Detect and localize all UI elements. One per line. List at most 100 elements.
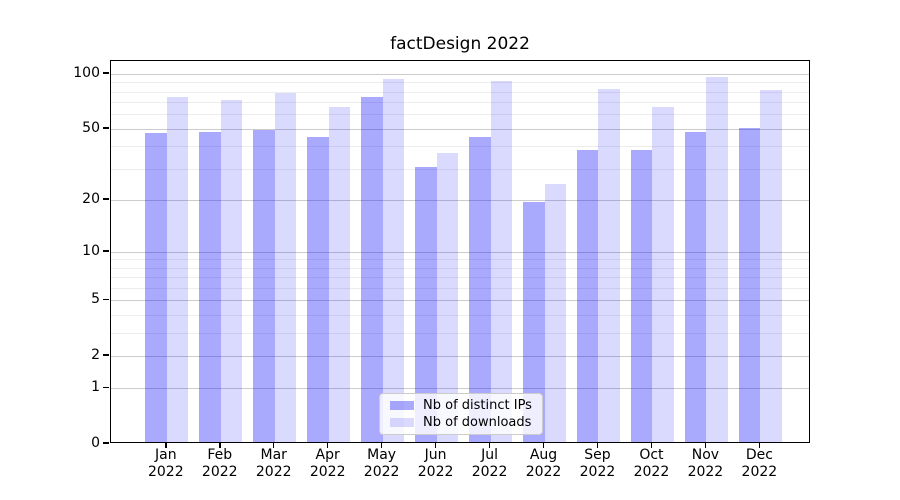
gridline-minor: [111, 259, 809, 261]
gridline-minor: [111, 314, 809, 316]
x-tick-mark: [542, 443, 545, 448]
gridline-major: [111, 388, 809, 390]
bar-downloads-feb: [220, 100, 243, 442]
x-tick-label: Jun 2022: [408, 447, 464, 481]
x-tick-label: Jul 2022: [462, 447, 518, 481]
x-tick-year: 2022: [471, 464, 508, 480]
x-tick-mark: [165, 443, 167, 448]
legend-swatch-downloads: [390, 417, 414, 427]
x-tick-month: Mar: [260, 447, 287, 463]
gridline-minor: [111, 168, 809, 170]
y-tick-mark: [103, 442, 109, 444]
bar-downloads-dec: [760, 89, 782, 442]
bar-downloads-nov: [706, 76, 728, 442]
gridline-major: [111, 74, 809, 75]
gridline-minor: [111, 287, 809, 289]
x-tick-label: Jan 2022: [138, 447, 194, 481]
y-tick-mark: [103, 250, 109, 252]
x-tick-month: Nov: [691, 447, 720, 463]
x-tick-mark: [219, 443, 221, 448]
y-tick-label: 0: [91, 435, 100, 451]
y-tick-label: 20: [82, 190, 100, 207]
legend-item-downloads: Nb of downloads: [388, 414, 534, 430]
bar-downloads-apr: [328, 107, 351, 442]
bar-downloads-jun: [436, 152, 459, 442]
x-tick-year: 2022: [255, 464, 292, 480]
x-tick-month: Feb: [207, 447, 233, 463]
bar-distinct-ips-sep: [576, 150, 599, 442]
x-tick-mark: [758, 443, 761, 448]
x-tick-mark: [488, 443, 491, 448]
y-tick-label: 50: [82, 119, 100, 136]
y-tick-mark: [103, 127, 109, 129]
bar-distinct-ips-apr: [307, 136, 329, 442]
x-tick-month: Apr: [315, 447, 340, 463]
bar-distinct-ips-aug: [523, 201, 545, 442]
x-tick-month: Jun: [424, 447, 447, 463]
bar-downloads-aug: [544, 183, 567, 442]
bar-distinct-ips-nov: [684, 131, 707, 442]
y-tick-mark: [103, 354, 109, 356]
gridline-minor: [111, 82, 809, 84]
gridline-minor: [111, 114, 809, 116]
bar-distinct-ips-jul: [469, 136, 491, 442]
x-tick-month: Jan: [155, 447, 177, 463]
x-tick-label: Feb 2022: [192, 447, 248, 481]
bar-downloads-sep: [598, 88, 620, 442]
gridline-minor: [111, 146, 809, 148]
y-tick-mark: [103, 298, 109, 301]
bar-downloads-mar: [274, 92, 297, 442]
bar-distinct-ips-mar: [253, 130, 275, 442]
legend-item-distinct-ips: Nb of distinct IPs: [388, 398, 534, 414]
x-tick-label: Apr 2022: [300, 447, 356, 481]
x-tick-year: 2022: [417, 464, 454, 480]
bar-distinct-ips-jun: [415, 166, 437, 442]
x-tick-month: Aug: [529, 447, 558, 463]
x-tick-month: Sep: [584, 447, 611, 463]
x-tick-year: 2022: [741, 464, 778, 480]
bar-distinct-ips-oct: [630, 150, 653, 442]
bar-downloads-jul: [490, 81, 513, 442]
gridline-major: [111, 355, 809, 357]
y-tick-label: 100: [73, 65, 100, 81]
x-tick-month: Oct: [639, 447, 664, 463]
gridline-minor: [111, 267, 809, 269]
x-tick-label: Aug 2022: [516, 447, 572, 481]
x-tick-year: 2022: [309, 464, 346, 480]
gridline-minor: [111, 102, 809, 104]
x-tick-label: Dec 2022: [731, 447, 787, 481]
gridline-major: [111, 199, 809, 201]
x-tick-year: 2022: [633, 464, 670, 480]
x-tick-label: Nov 2022: [677, 447, 733, 481]
x-tick-year: 2022: [363, 464, 400, 480]
bar-distinct-ips-jan: [145, 133, 167, 442]
gridline-major: [111, 128, 809, 130]
x-tick-mark: [380, 443, 383, 448]
y-tick-mark: [103, 198, 109, 200]
y-tick-mark: [103, 386, 109, 389]
y-tick-label: 1: [91, 379, 100, 396]
bar-downloads-oct: [652, 107, 674, 442]
plot-area: [110, 60, 810, 443]
y-tick-label: 5: [91, 291, 100, 308]
x-tick-label: Oct 2022: [623, 447, 679, 481]
x-tick-mark: [704, 443, 707, 448]
bar-distinct-ips-may: [361, 96, 383, 442]
x-tick-mark: [272, 443, 275, 448]
x-tick-month: May: [367, 447, 397, 463]
x-tick-mark: [650, 443, 653, 448]
x-tick-month: Jul: [481, 447, 498, 463]
x-tick-year: 2022: [579, 464, 616, 480]
gridline-minor: [111, 91, 809, 93]
x-tick-year: 2022: [201, 464, 238, 480]
x-tick-year: 2022: [147, 464, 184, 480]
x-tick-label: May 2022: [354, 447, 410, 481]
x-tick-mark: [326, 443, 329, 448]
y-tick-label: 2: [91, 346, 100, 363]
bar-distinct-ips-dec: [738, 128, 761, 442]
x-tick-mark: [434, 443, 437, 448]
y-tick-label: 10: [82, 242, 100, 259]
legend: Nb of distinct IPs Nb of downloads: [379, 393, 543, 435]
x-tick-label: Mar 2022: [246, 447, 302, 481]
